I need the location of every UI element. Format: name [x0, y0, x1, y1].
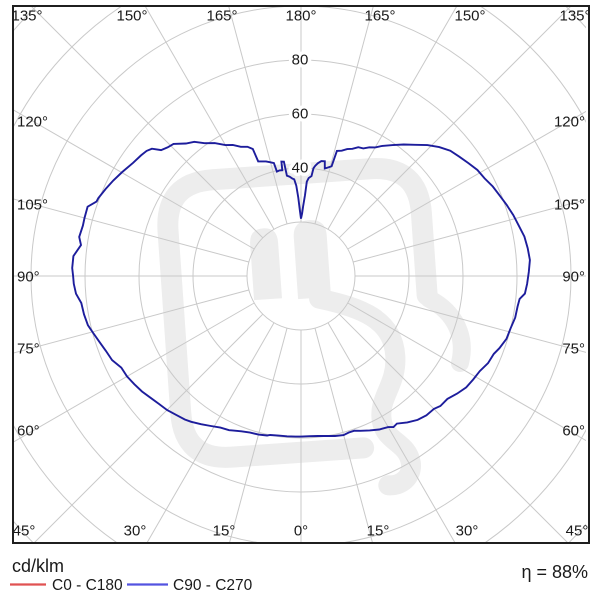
angle-label-105°: 105°	[17, 197, 48, 214]
efficiency-label: η = 88%	[521, 562, 588, 582]
legend: cd/klm C0 - C180 C90 - C270 η = 88%	[10, 556, 588, 594]
angle-label-90°: 90°	[17, 269, 40, 286]
angle-label-60°: 60°	[562, 423, 585, 440]
angle-label-15°: 15°	[367, 523, 390, 540]
angle-label-165°: 165°	[364, 8, 395, 25]
curve-C90-C270	[71, 140, 531, 438]
angle-label-75°: 75°	[562, 341, 585, 358]
angle-label-15°: 15°	[213, 523, 236, 540]
angle-label-135°: 135°	[11, 8, 42, 25]
legend-label-c0-c180: C0 - C180	[52, 577, 123, 594]
unit-label: cd/klm	[12, 556, 64, 576]
angle-label-150°: 150°	[116, 8, 147, 25]
angle-label-75°: 75°	[17, 341, 40, 358]
ring-label-40: 40	[292, 160, 309, 177]
chart-frame	[12, 5, 590, 544]
intensity-curves	[71, 140, 531, 438]
angle-labels: 135° 150° 165° 180° 165° 150° 135° 45° 30° 15° 0° 1…	[11, 8, 590, 540]
ring-label-60: 60	[292, 106, 309, 123]
angle-label-30°: 30°	[456, 523, 479, 540]
legend-label-c90-c270: C90 - C270	[173, 577, 253, 594]
angle-label-105°: 105°	[554, 197, 585, 214]
ring-scale-labels: 40 60 80	[288, 48, 312, 180]
angle-label-180°: 180°	[285, 8, 316, 25]
angle-label-135°: 135°	[559, 8, 590, 25]
ring-label-80: 80	[292, 52, 309, 69]
angle-label-60°: 60°	[17, 423, 40, 440]
angle-label-30°: 30°	[124, 523, 147, 540]
angle-label-120°: 120°	[17, 114, 48, 131]
angle-label-165°: 165°	[206, 8, 237, 25]
angle-label-90°: 90°	[562, 269, 585, 286]
angle-label-150°: 150°	[454, 8, 485, 25]
angle-label-45°: 45°	[13, 523, 36, 540]
angle-label-45°: 45°	[566, 523, 589, 540]
angle-label-120°: 120°	[554, 114, 585, 131]
angle-label-0°: 0°	[294, 523, 308, 540]
